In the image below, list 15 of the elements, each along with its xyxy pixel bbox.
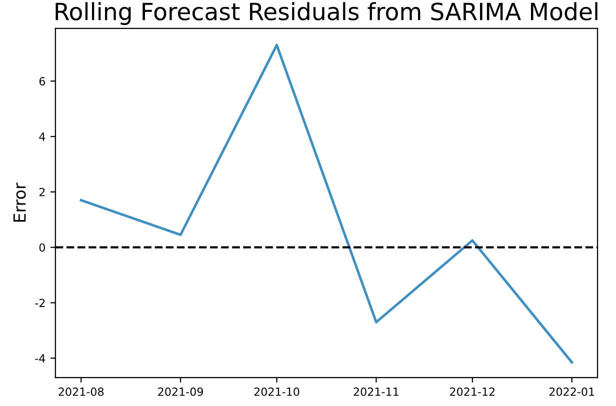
chart-title: Rolling Forecast Residuals from SARIMA Model: [56, 2, 598, 25]
x-tick-label: 2021-11: [354, 388, 398, 396]
y-axis-title: Error: [13, 182, 26, 222]
y-tick-label: -2: [35, 298, 45, 307]
x-tick-label: 2021-10: [254, 388, 300, 396]
y-tick-label: 6: [39, 77, 46, 86]
x-tick-label: 2021-09: [158, 388, 203, 396]
y-tick-label: -4: [35, 354, 46, 362]
line-series: [80, 44, 574, 364]
x-tick-label: 2021-08: [58, 388, 104, 396]
y-tick-label: 2: [39, 188, 45, 196]
y-tick-label: 4: [39, 132, 46, 141]
y-tick-label: 0: [39, 243, 45, 252]
x-tick-label: 2022-01: [549, 388, 594, 396]
x-tick-label: 2021-12: [450, 388, 495, 396]
